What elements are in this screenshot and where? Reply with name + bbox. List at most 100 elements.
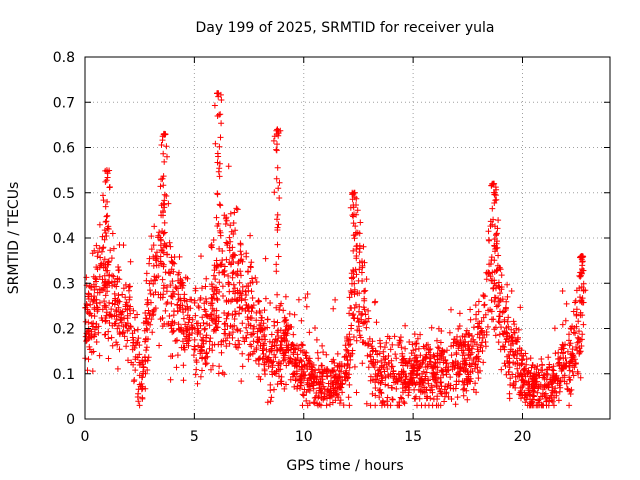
- data-point: [119, 291, 126, 298]
- data-point: [402, 360, 409, 367]
- data-point: [551, 388, 558, 395]
- data-point: [435, 402, 442, 409]
- data-point: [376, 350, 383, 357]
- data-point: [572, 330, 579, 337]
- data-point: [260, 342, 267, 349]
- data-point: [453, 371, 460, 378]
- data-point: [397, 394, 404, 401]
- data-point: [406, 357, 413, 364]
- data-point: [126, 287, 132, 294]
- data-point: [247, 341, 254, 348]
- data-point: [506, 395, 513, 402]
- data-point: [217, 134, 224, 141]
- data-point: [170, 328, 177, 335]
- data-point: [132, 353, 139, 360]
- data-point: [86, 310, 93, 317]
- data-point: [502, 363, 509, 369]
- data-point: [111, 297, 118, 304]
- data-point: [316, 393, 322, 399]
- data-point: [467, 306, 474, 313]
- data-point: [362, 318, 369, 325]
- data-point: [96, 352, 103, 359]
- data-point: [299, 391, 306, 398]
- data-point: [528, 383, 535, 390]
- data-point: [316, 401, 323, 408]
- x-tick-label: 0: [81, 429, 90, 445]
- data-point: [353, 301, 359, 308]
- data-point: [148, 299, 154, 306]
- data-point: [216, 245, 223, 252]
- data-point: [211, 102, 218, 109]
- data-point: [139, 394, 146, 401]
- data-point: [176, 269, 182, 276]
- data-point: [274, 241, 281, 248]
- data-point: [103, 218, 110, 225]
- data-point: [556, 355, 563, 362]
- data-point: [161, 197, 168, 204]
- data-point: [360, 243, 367, 250]
- data-point: [356, 332, 363, 339]
- data-point: [559, 341, 566, 348]
- data-point: [578, 343, 585, 349]
- data-point: [390, 367, 397, 374]
- data-point: [491, 277, 498, 284]
- data-point: [160, 130, 167, 137]
- data-point: [238, 378, 245, 385]
- data-point: [303, 397, 310, 404]
- axis-ticks: 0 5 10 15 20 0 0.1 0.2 0.3 0.4 0.5 0.6 0.7 0.8: [53, 50, 610, 445]
- data-point: [497, 266, 504, 273]
- data-point: [236, 304, 243, 311]
- data-point: [354, 315, 361, 322]
- data-point: [237, 240, 244, 247]
- data-point: [302, 352, 309, 359]
- y-tick-label: 0: [66, 412, 75, 428]
- data-point: [394, 402, 401, 409]
- data-point: [198, 336, 205, 343]
- data-point: [550, 363, 557, 370]
- data-point: [93, 283, 99, 290]
- data-point: [120, 285, 127, 292]
- data-point: [273, 147, 280, 154]
- data-point: [411, 386, 418, 393]
- data-point: [395, 342, 402, 348]
- y-tick-label: 0.1: [53, 367, 75, 383]
- data-point: [480, 314, 487, 321]
- data-point: [282, 293, 289, 300]
- data-point: [184, 338, 191, 345]
- data-point: [460, 392, 467, 399]
- data-point: [551, 402, 557, 409]
- data-point: [389, 396, 396, 403]
- data-point: [355, 318, 362, 325]
- data-point: [255, 339, 261, 346]
- data-point: [239, 258, 246, 265]
- data-point: [469, 360, 476, 367]
- data-point: [422, 373, 429, 380]
- data-point: [207, 335, 214, 342]
- data-point: [488, 257, 495, 264]
- data-point: [551, 394, 558, 401]
- data-point: [455, 343, 462, 350]
- data-point: [441, 393, 448, 400]
- data-point: [378, 357, 385, 364]
- data-point: [552, 350, 559, 357]
- data-point: [342, 342, 349, 349]
- data-point: [90, 348, 97, 355]
- data-point: [377, 369, 384, 376]
- data-point: [169, 293, 176, 300]
- data-point: [207, 302, 214, 309]
- data-point: [163, 143, 170, 150]
- x-tick-label: 5: [190, 429, 199, 445]
- data-point: [142, 385, 149, 392]
- data-point: [510, 351, 517, 358]
- data-point: [475, 323, 482, 330]
- data-point: [159, 228, 166, 235]
- data-point: [275, 221, 282, 228]
- data-point: [191, 336, 198, 343]
- data-point: [434, 369, 441, 376]
- data-point: [400, 389, 406, 396]
- data-point: [159, 137, 166, 144]
- data-point: [305, 357, 312, 364]
- data-point: [97, 299, 103, 306]
- data-point: [319, 369, 326, 375]
- data-point: [495, 283, 502, 290]
